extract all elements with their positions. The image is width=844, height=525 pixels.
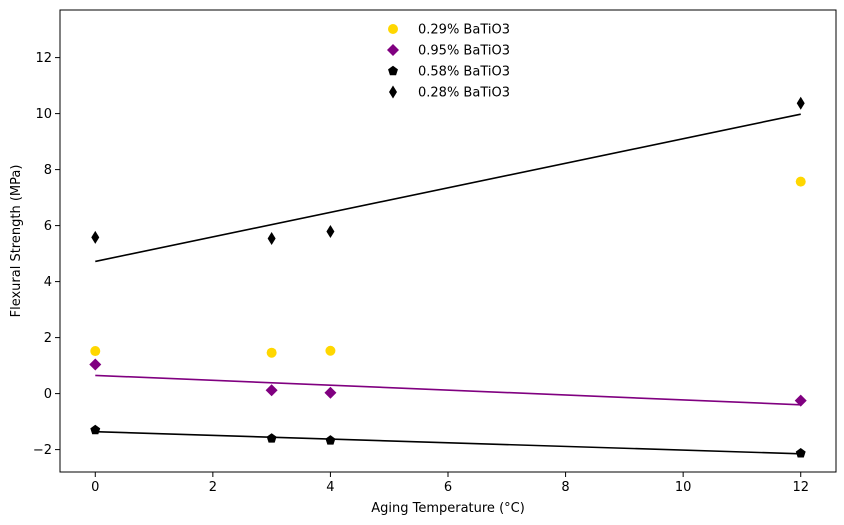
data-point [90, 346, 101, 357]
data-point [266, 433, 277, 443]
y-tick-label: 12 [35, 51, 52, 66]
y-axis: −2 0 2 4 6 8 10 12 [33, 51, 60, 458]
legend-label: 0.29% BaTiO3 [418, 23, 510, 38]
data-point [90, 424, 101, 435]
legend-marker [388, 24, 398, 34]
data-point [325, 345, 336, 356]
y-tick-label: 4 [44, 275, 52, 290]
x-axis: 0 2 4 6 8 10 12 [91, 472, 809, 495]
y-tick-label: 6 [44, 219, 52, 234]
legend-label: 0.28% BaTiO3 [418, 86, 510, 101]
data-point [89, 358, 102, 371]
x-tick-label: 12 [792, 480, 809, 495]
y-axis-label: Flexural Strength (MPa) [9, 165, 24, 318]
legend-marker [388, 65, 398, 76]
x-tick-label: 6 [444, 480, 452, 495]
legend-marker [389, 85, 397, 99]
data-point [794, 394, 807, 407]
data-point [267, 231, 276, 245]
fit-line [95, 113, 801, 263]
y-tick-label: −2 [33, 443, 52, 458]
fit-line [95, 430, 801, 455]
fit-lines [95, 113, 801, 455]
legend: 0.29% BaTiO3 0.95% BaTiO3 0.58% BaTiO3 0.28… [387, 23, 510, 101]
x-tick-label: 2 [209, 480, 217, 495]
y-tick-label: 8 [44, 163, 52, 178]
legend-marker [387, 44, 399, 56]
data-point [796, 96, 805, 110]
data-point [795, 448, 806, 458]
fit-line [95, 374, 801, 406]
x-tick-label: 10 [675, 480, 692, 495]
x-tick-label: 0 [91, 480, 99, 495]
data-points [89, 96, 807, 458]
y-tick-label: 2 [44, 331, 52, 346]
data-point [266, 347, 277, 358]
data-point [91, 230, 100, 244]
data-point [325, 435, 336, 445]
data-point [795, 176, 806, 187]
x-tick-label: 4 [326, 480, 334, 495]
data-point [265, 384, 278, 397]
x-tick-label: 8 [561, 480, 569, 495]
data-point [326, 224, 335, 238]
legend-label: 0.58% BaTiO3 [418, 65, 510, 80]
y-tick-label: 10 [35, 107, 52, 122]
data-point [324, 386, 337, 399]
x-axis-label: Aging Temperature (°C) [371, 501, 525, 516]
legend-label: 0.95% BaTiO3 [418, 44, 510, 59]
y-tick-label: 0 [44, 387, 52, 402]
